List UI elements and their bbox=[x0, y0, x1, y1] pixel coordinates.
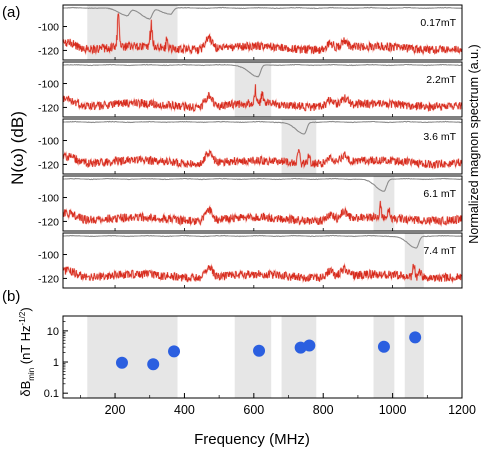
magnon-spectrum-trace bbox=[63, 177, 463, 192]
y-tick-label: -100 bbox=[38, 250, 59, 262]
resonance-band bbox=[234, 62, 272, 117]
sensitivity-scatter-plot: 10 1 0.1 200 400 600 800 1000 1200 bbox=[44, 315, 476, 417]
magnon-spectrum-trace bbox=[63, 234, 463, 249]
field-label: 2.2mT bbox=[426, 74, 456, 86]
spectrum-panel-4: -100 -120 6.1 mT bbox=[38, 175, 463, 232]
resonance-band bbox=[404, 316, 424, 398]
magnon-right-axis-label: Normalized magnon spectrum (a.u.) bbox=[467, 44, 481, 243]
noise-trace bbox=[62, 149, 462, 169]
sensitivity-point bbox=[377, 340, 390, 353]
panel-frame bbox=[62, 175, 463, 232]
field-label: 0.17mT bbox=[420, 17, 456, 29]
field-label: 6.1 mT bbox=[423, 188, 456, 200]
panel-a-label: (a) bbox=[2, 4, 20, 21]
x-tick-label: 1200 bbox=[448, 403, 476, 417]
sensitivity-y-axis-label: δBmin (nT Hz-1/2) bbox=[18, 307, 36, 396]
magnon-spectrum-trace bbox=[62, 120, 463, 135]
magnon-spectrum-trace bbox=[62, 6, 463, 20]
x-tick-label: 200 bbox=[105, 403, 126, 417]
noise-trace-envelope bbox=[62, 200, 463, 228]
sensitivity-point bbox=[303, 339, 316, 352]
field-label: 3.6 mT bbox=[423, 131, 456, 143]
resonance-band bbox=[281, 316, 317, 398]
y-tick-label: -120 bbox=[38, 159, 59, 171]
resonance-band bbox=[87, 316, 178, 398]
noise-trace bbox=[62, 13, 463, 55]
y-tick-label: 0.1 bbox=[44, 388, 59, 400]
spectrum-panel-5: -100 -120 7.4 mT bbox=[38, 232, 463, 289]
x-tick-label: 1000 bbox=[379, 403, 407, 417]
sensitivity-point bbox=[253, 344, 266, 357]
y-tick-label: -120 bbox=[38, 216, 59, 228]
x-tick-label: 800 bbox=[313, 403, 334, 417]
y-tick-label: -120 bbox=[38, 45, 59, 57]
panel-b-label: (b) bbox=[2, 288, 20, 305]
noise-trace bbox=[62, 200, 463, 226]
sensitivity-point bbox=[168, 345, 181, 358]
resonance-band bbox=[404, 233, 424, 288]
spectrum-panel-3: -100 -120 3.6 mT bbox=[38, 118, 463, 175]
panel-frame bbox=[62, 4, 463, 61]
resonance-band bbox=[373, 176, 395, 231]
panel-frame bbox=[62, 61, 463, 118]
noise-trace bbox=[62, 263, 462, 283]
resonance-band bbox=[87, 5, 178, 60]
y-tick-label: 1 bbox=[53, 357, 59, 369]
noise-trace-envelope bbox=[62, 148, 463, 171]
sensitivity-point bbox=[147, 358, 160, 371]
noise-trace-envelope bbox=[62, 262, 463, 285]
x-tick-label: 400 bbox=[174, 403, 195, 417]
y-tick-label: -100 bbox=[38, 79, 59, 91]
y-tick-label: -100 bbox=[38, 136, 59, 148]
y-tick-label: -100 bbox=[38, 22, 59, 34]
magnon-spectrum-trace bbox=[62, 63, 463, 78]
noise-spectra-stack: -100 -120 0.17mT -100 -120 2.2mT -100 -120 3.6 m… bbox=[38, 4, 463, 289]
frequency-x-axis-label: Frequency (MHz) bbox=[194, 431, 310, 448]
noise-y-axis-label: N(ω) (dB) bbox=[8, 111, 27, 185]
spectrum-panel-2: -100 -120 2.2mT bbox=[38, 61, 463, 118]
y-tick-label: 10 bbox=[47, 326, 59, 338]
sensitivity-point bbox=[409, 331, 422, 344]
panel-frame bbox=[62, 232, 463, 289]
sensitivity-point bbox=[115, 356, 128, 369]
panel-frame bbox=[62, 315, 463, 399]
resonance-band bbox=[373, 316, 395, 398]
y-tick-label: -100 bbox=[38, 193, 59, 205]
spectrum-panel-1: -100 -120 0.17mT bbox=[38, 4, 463, 61]
resonance-band bbox=[234, 316, 272, 398]
panel-frame bbox=[62, 118, 463, 175]
noise-trace bbox=[62, 84, 463, 112]
y-tick-label: -120 bbox=[38, 273, 59, 285]
field-label: 7.4 mT bbox=[423, 245, 456, 257]
x-tick-label: 600 bbox=[243, 403, 264, 417]
y-tick-label: -120 bbox=[38, 102, 59, 114]
